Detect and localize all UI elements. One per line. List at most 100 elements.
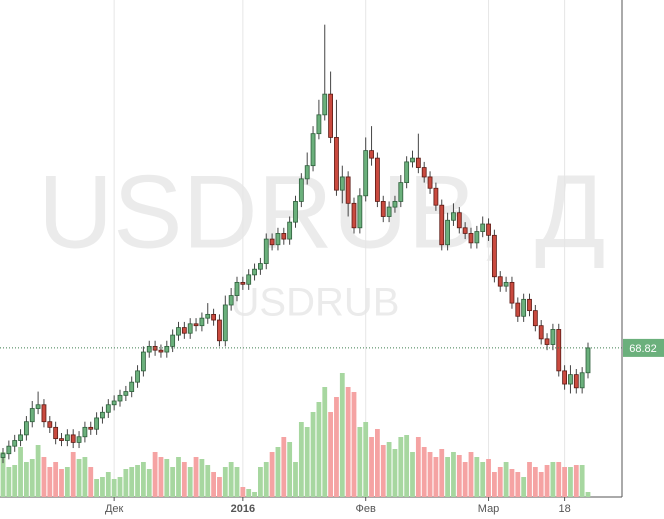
- x-tick-label: 18: [558, 503, 570, 515]
- volume-bar: [263, 462, 269, 497]
- candle-body: [59, 438, 64, 441]
- volume-bar: [386, 442, 392, 497]
- candle-body: [88, 426, 94, 430]
- volume-bar: [392, 449, 398, 497]
- candle-body: [527, 298, 532, 312]
- volume-bar: [211, 472, 216, 497]
- candle-body: [404, 161, 410, 184]
- candle-body: [351, 202, 357, 229]
- candle-body: [181, 327, 187, 334]
- candle-body: [538, 325, 544, 340]
- candle-body: [474, 231, 480, 244]
- candle-body: [23, 421, 29, 436]
- volume-bar: [287, 442, 293, 497]
- volume-bar: [410, 452, 415, 497]
- volume-bar: [88, 467, 94, 497]
- candle-body: [269, 238, 275, 246]
- volume-bar: [199, 459, 205, 497]
- candle-body: [263, 238, 269, 264]
- candle-body: [35, 404, 41, 409]
- candle-body: [76, 436, 82, 443]
- volume-bar: [240, 487, 246, 497]
- volume-bar: [556, 462, 562, 497]
- candle-body: [246, 274, 252, 285]
- volume-bar: [404, 435, 410, 497]
- candle-body: [222, 304, 228, 342]
- candle-body: [293, 201, 298, 223]
- candle-body: [176, 327, 181, 336]
- volume-bar: [316, 402, 322, 497]
- candle-body: [579, 372, 585, 389]
- volume-bar: [222, 467, 228, 497]
- candle-body: [41, 404, 47, 423]
- candle-body: [456, 212, 462, 229]
- volume-bar: [129, 467, 135, 497]
- volume-bar: [298, 422, 304, 497]
- volume-bar: [76, 459, 82, 497]
- candle-body: [316, 114, 322, 135]
- candle-body: [53, 426, 59, 440]
- x-tick-label: 2016: [231, 503, 255, 515]
- candle-body: [275, 233, 281, 246]
- volume-bar: [217, 477, 222, 497]
- candle-body: [410, 157, 415, 163]
- volume-bar: [433, 457, 439, 497]
- volume-bar: [421, 447, 427, 497]
- volume-bar: [234, 467, 240, 497]
- volume-bar: [193, 457, 199, 497]
- candle-body: [568, 374, 573, 385]
- candle-body: [521, 298, 527, 317]
- candle-body: [146, 345, 152, 353]
- candle-body: [140, 351, 146, 372]
- x-tick-label: Дек: [105, 503, 124, 515]
- candle-body: [322, 93, 328, 116]
- x-tick-label: Фев: [356, 503, 376, 515]
- candle-body: [486, 223, 491, 236]
- candle-body: [164, 345, 170, 353]
- volume-bar: [170, 467, 176, 497]
- watermark-symbol: USDRUB: [231, 281, 400, 325]
- candle-body: [345, 176, 351, 204]
- candle-body: [29, 408, 35, 423]
- candle-body: [281, 233, 287, 240]
- candle-body: [211, 313, 217, 321]
- candle-body: [357, 195, 363, 229]
- volume-bar: [474, 457, 480, 497]
- candle-body: [6, 445, 12, 455]
- volume-bar: [497, 467, 503, 497]
- candle-body: [439, 204, 445, 246]
- candle-body: [515, 302, 521, 317]
- candle-body: [170, 334, 176, 347]
- volume-bar: [141, 462, 146, 497]
- volume-bar: [515, 472, 521, 497]
- candle-body: [503, 281, 509, 287]
- volume-bar: [322, 387, 328, 497]
- volume-bar: [117, 477, 123, 497]
- candle-body: [47, 421, 53, 428]
- volume-bar: [6, 467, 12, 497]
- candle-body: [217, 319, 222, 342]
- candle-body: [310, 133, 316, 167]
- candle-body: [257, 263, 263, 270]
- volume-bar: [521, 477, 527, 497]
- candle-body: [105, 404, 111, 413]
- volume-bar: [375, 429, 380, 497]
- candle-body: [158, 349, 164, 353]
- volume-bar: [527, 462, 532, 497]
- volume-bar: [228, 462, 234, 497]
- candle-body: [187, 323, 193, 334]
- candle-body: [433, 187, 439, 206]
- candle-body: [205, 313, 211, 319]
- volume-bar: [363, 422, 369, 497]
- last-price-box: [623, 338, 664, 357]
- candle-body: [70, 434, 76, 443]
- candle-body: [135, 370, 140, 383]
- candle-body: [339, 176, 345, 191]
- candle-body: [392, 201, 398, 208]
- volume-bar: [328, 412, 333, 497]
- volume-bar: [94, 479, 99, 497]
- candle-body: [497, 276, 503, 287]
- x-tick-label: Мар: [478, 503, 500, 515]
- volume-bar: [573, 465, 579, 497]
- candle-body: [287, 221, 293, 240]
